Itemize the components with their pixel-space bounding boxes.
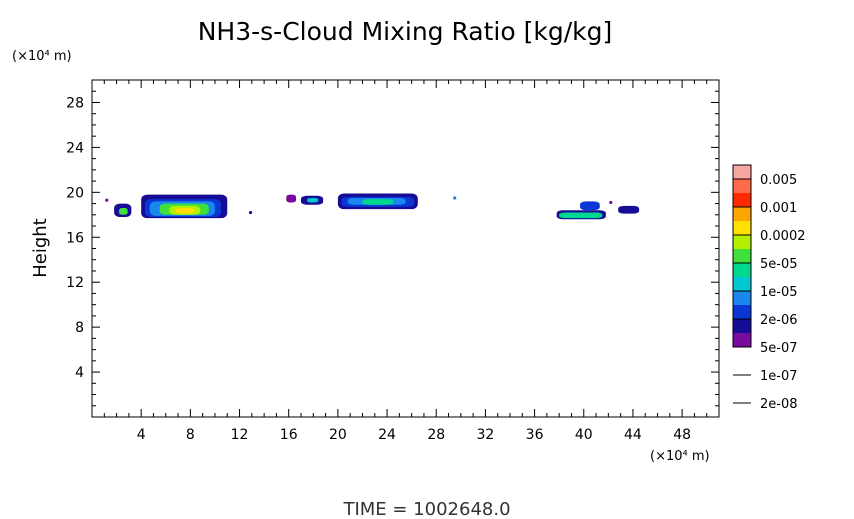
y-tick-label: 20: [66, 185, 84, 201]
colorbar-swatch: [733, 305, 751, 319]
cloud-region: [580, 201, 600, 211]
x-axis-unit: (×10⁴ m): [650, 449, 710, 464]
y-tick-label: 28: [66, 95, 84, 111]
colorbar-swatch: [733, 277, 751, 291]
x-tick-label: 44: [624, 427, 642, 443]
colorbar-swatch: [733, 291, 751, 305]
x-tick-label: 32: [476, 427, 494, 443]
x-tick-label: 36: [526, 427, 544, 443]
colorbar-swatch: [733, 249, 751, 263]
y-tick-label: 8: [75, 320, 84, 336]
cloud-speck: [609, 200, 613, 205]
colorbar-label: 1e-05: [760, 285, 798, 300]
colorbar-swatch: [733, 179, 751, 193]
colorbar-swatch: [733, 165, 751, 179]
time-label: TIME = 1002648.0: [342, 499, 510, 519]
cloud-region: [362, 199, 394, 205]
colorbar-swatch: [733, 263, 751, 277]
chart-title: NH3-s-Cloud Mixing Ratio [kg/kg]: [198, 17, 613, 46]
colorbar-label: 5e-07: [760, 341, 798, 356]
x-tick-label: 8: [186, 427, 195, 443]
x-tick-label: 12: [231, 427, 249, 443]
colorbar-label: 1e-07: [760, 369, 798, 384]
cloud-region: [559, 212, 603, 219]
colorbar-label: 0.0002: [760, 229, 806, 244]
colorbar-swatch: [733, 235, 751, 249]
y-tick-label: 12: [66, 275, 84, 291]
colorbar-swatch: [733, 193, 751, 207]
colorbar-label: 0.001: [760, 201, 797, 216]
cloud-region: [175, 208, 195, 214]
x-tick-label: 24: [378, 427, 396, 443]
x-tick-label: 48: [673, 427, 691, 443]
colorbar-swatch: [733, 207, 751, 221]
y-tick-label: 24: [66, 140, 84, 156]
colorbar-label: 2e-06: [760, 313, 798, 328]
cloud-speck: [105, 198, 109, 202]
colorbar-label: 0.005: [760, 173, 797, 188]
cloud-speck: [248, 210, 253, 215]
cloud-region: [618, 205, 640, 214]
y-tick-label: 4: [75, 365, 84, 381]
colorbar: 0.005 0.001 0.0002 5e-05 1e-05 2e-06 5e-07 1e-0…: [732, 164, 806, 412]
cloud-speck: [453, 196, 457, 200]
cloud-region: [307, 197, 319, 203]
cloud-region: [286, 194, 297, 203]
colorbar-label: 2e-08: [760, 397, 798, 412]
x-tick-label: 16: [280, 427, 298, 443]
x-tick-label: 40: [575, 427, 593, 443]
y-tick-label: 16: [66, 230, 84, 246]
x-tick-label: 28: [427, 427, 445, 443]
cloud-field: [105, 193, 640, 220]
x-tick-label: 4: [137, 427, 146, 443]
cloud-region: [119, 208, 128, 215]
colorbar-label: 5e-05: [760, 257, 798, 272]
colorbar-swatch: [733, 221, 751, 235]
x-tick-label: 20: [329, 427, 347, 443]
plot-frame: [91, 79, 720, 418]
colorbar-swatch: [733, 333, 751, 347]
y-axis-unit: (×10⁴ m): [12, 49, 72, 64]
y-axis-label: Height: [30, 218, 51, 278]
colorbar-swatch: [733, 319, 751, 333]
